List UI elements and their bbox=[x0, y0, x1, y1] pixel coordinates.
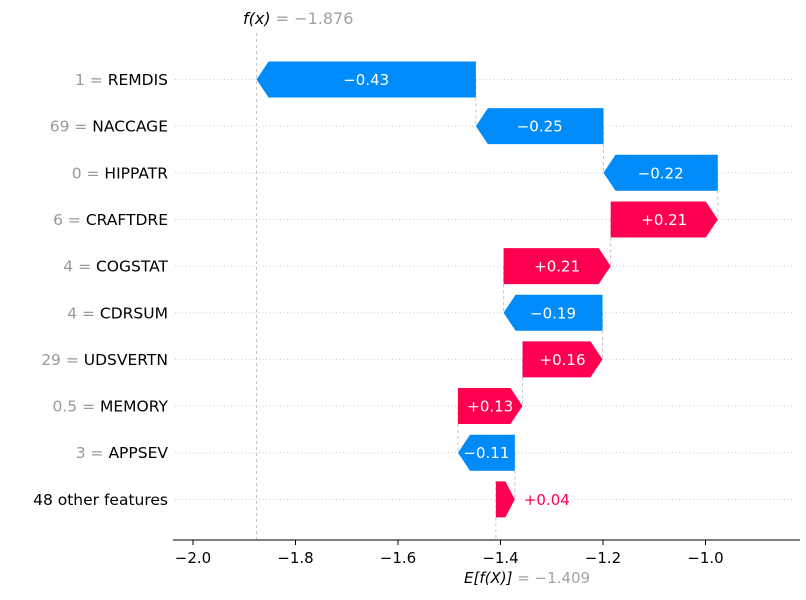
feature-value-prefix: 4 = bbox=[63, 258, 96, 276]
bar-value-label: −0.43 bbox=[343, 71, 389, 89]
expected-value-annotation: E[f(X)] = −1.409 bbox=[464, 569, 590, 587]
feature-value-prefix: 1 = bbox=[75, 71, 108, 89]
feature-label: 4 = COGSTAT bbox=[63, 258, 168, 276]
x-tick-label: −1.4 bbox=[482, 549, 518, 567]
feature-label: 69 = NACCAGE bbox=[50, 118, 168, 136]
feature-value-prefix: 6 = bbox=[53, 211, 86, 229]
shap-bar-appsev bbox=[457, 434, 515, 471]
feature-name: CDRSUM bbox=[100, 304, 168, 322]
x-tick-label: −1.8 bbox=[277, 549, 313, 567]
bar-value-label: +0.21 bbox=[534, 258, 580, 276]
shap-bar-udsvertn bbox=[522, 341, 603, 378]
bar-value-label: +0.21 bbox=[641, 211, 687, 229]
ef-value: = −1.409 bbox=[512, 569, 591, 587]
feature-value-prefix: 69 = bbox=[50, 118, 93, 136]
shap-bar-hippatr bbox=[603, 154, 718, 191]
shap-bar-craftdre bbox=[610, 201, 718, 238]
feature-name: CRAFTDRE bbox=[86, 211, 168, 229]
shap-bar-cogstat bbox=[503, 248, 611, 285]
feature-name: APPSEV bbox=[108, 444, 168, 462]
bar-value-label: −0.11 bbox=[463, 444, 509, 462]
feature-label: 0.5 = MEMORY bbox=[53, 398, 169, 416]
bar-value-label: −0.19 bbox=[530, 304, 576, 322]
bar-value-label: +0.13 bbox=[467, 398, 513, 416]
feature-label: 6 = CRAFTDRE bbox=[53, 211, 168, 229]
shap-bar-naccage bbox=[475, 108, 604, 145]
feature-label: 48 other features bbox=[33, 491, 168, 509]
feature-name: NACCAGE bbox=[92, 118, 168, 136]
x-tick-label: −1.0 bbox=[687, 549, 723, 567]
shap-bar-memory bbox=[457, 388, 523, 425]
feature-value-prefix: 4 = bbox=[67, 304, 100, 322]
x-tick-label: −1.6 bbox=[380, 549, 416, 567]
x-tick-label: −1.2 bbox=[585, 549, 621, 567]
feature-label: 29 = UDSVERTN bbox=[41, 351, 168, 369]
shap-bar-cdrsum bbox=[503, 294, 603, 331]
bar-value-label: +0.04 bbox=[524, 491, 570, 509]
fx-label: f(x) bbox=[243, 9, 271, 28]
feature-value-prefix: 3 = bbox=[76, 444, 109, 462]
feature-label: 0 = HIPPATR bbox=[72, 164, 169, 182]
x-tick-label: −2.0 bbox=[175, 549, 211, 567]
fx-value: = −1.876 bbox=[270, 9, 354, 28]
feature-label: 4 = CDRSUM bbox=[67, 304, 168, 322]
feature-name: COGSTAT bbox=[96, 258, 169, 276]
shap-bar-remdis bbox=[256, 61, 476, 98]
feature-label: 3 = APPSEV bbox=[76, 444, 169, 462]
feature-value-prefix: 29 = bbox=[41, 351, 84, 369]
feature-name: MEMORY bbox=[100, 398, 169, 416]
feature-name: 48 other features bbox=[33, 491, 168, 509]
shap-bar-48-other-features bbox=[495, 481, 515, 518]
fx-annotation: f(x) = −1.876 bbox=[243, 9, 353, 28]
bar-value-label: +0.16 bbox=[540, 351, 586, 369]
feature-value-prefix: 0.5 = bbox=[53, 398, 101, 416]
bar-value-label: −0.22 bbox=[638, 164, 684, 182]
ef-label: E[f(X)] bbox=[464, 569, 513, 587]
feature-name: UDSVERTN bbox=[84, 351, 168, 369]
feature-name: REMDIS bbox=[108, 71, 168, 89]
feature-label: 1 = REMDIS bbox=[75, 71, 168, 89]
bar-value-label: −0.25 bbox=[517, 118, 563, 136]
feature-name: HIPPATR bbox=[104, 164, 168, 182]
feature-value-prefix: 0 = bbox=[72, 164, 105, 182]
